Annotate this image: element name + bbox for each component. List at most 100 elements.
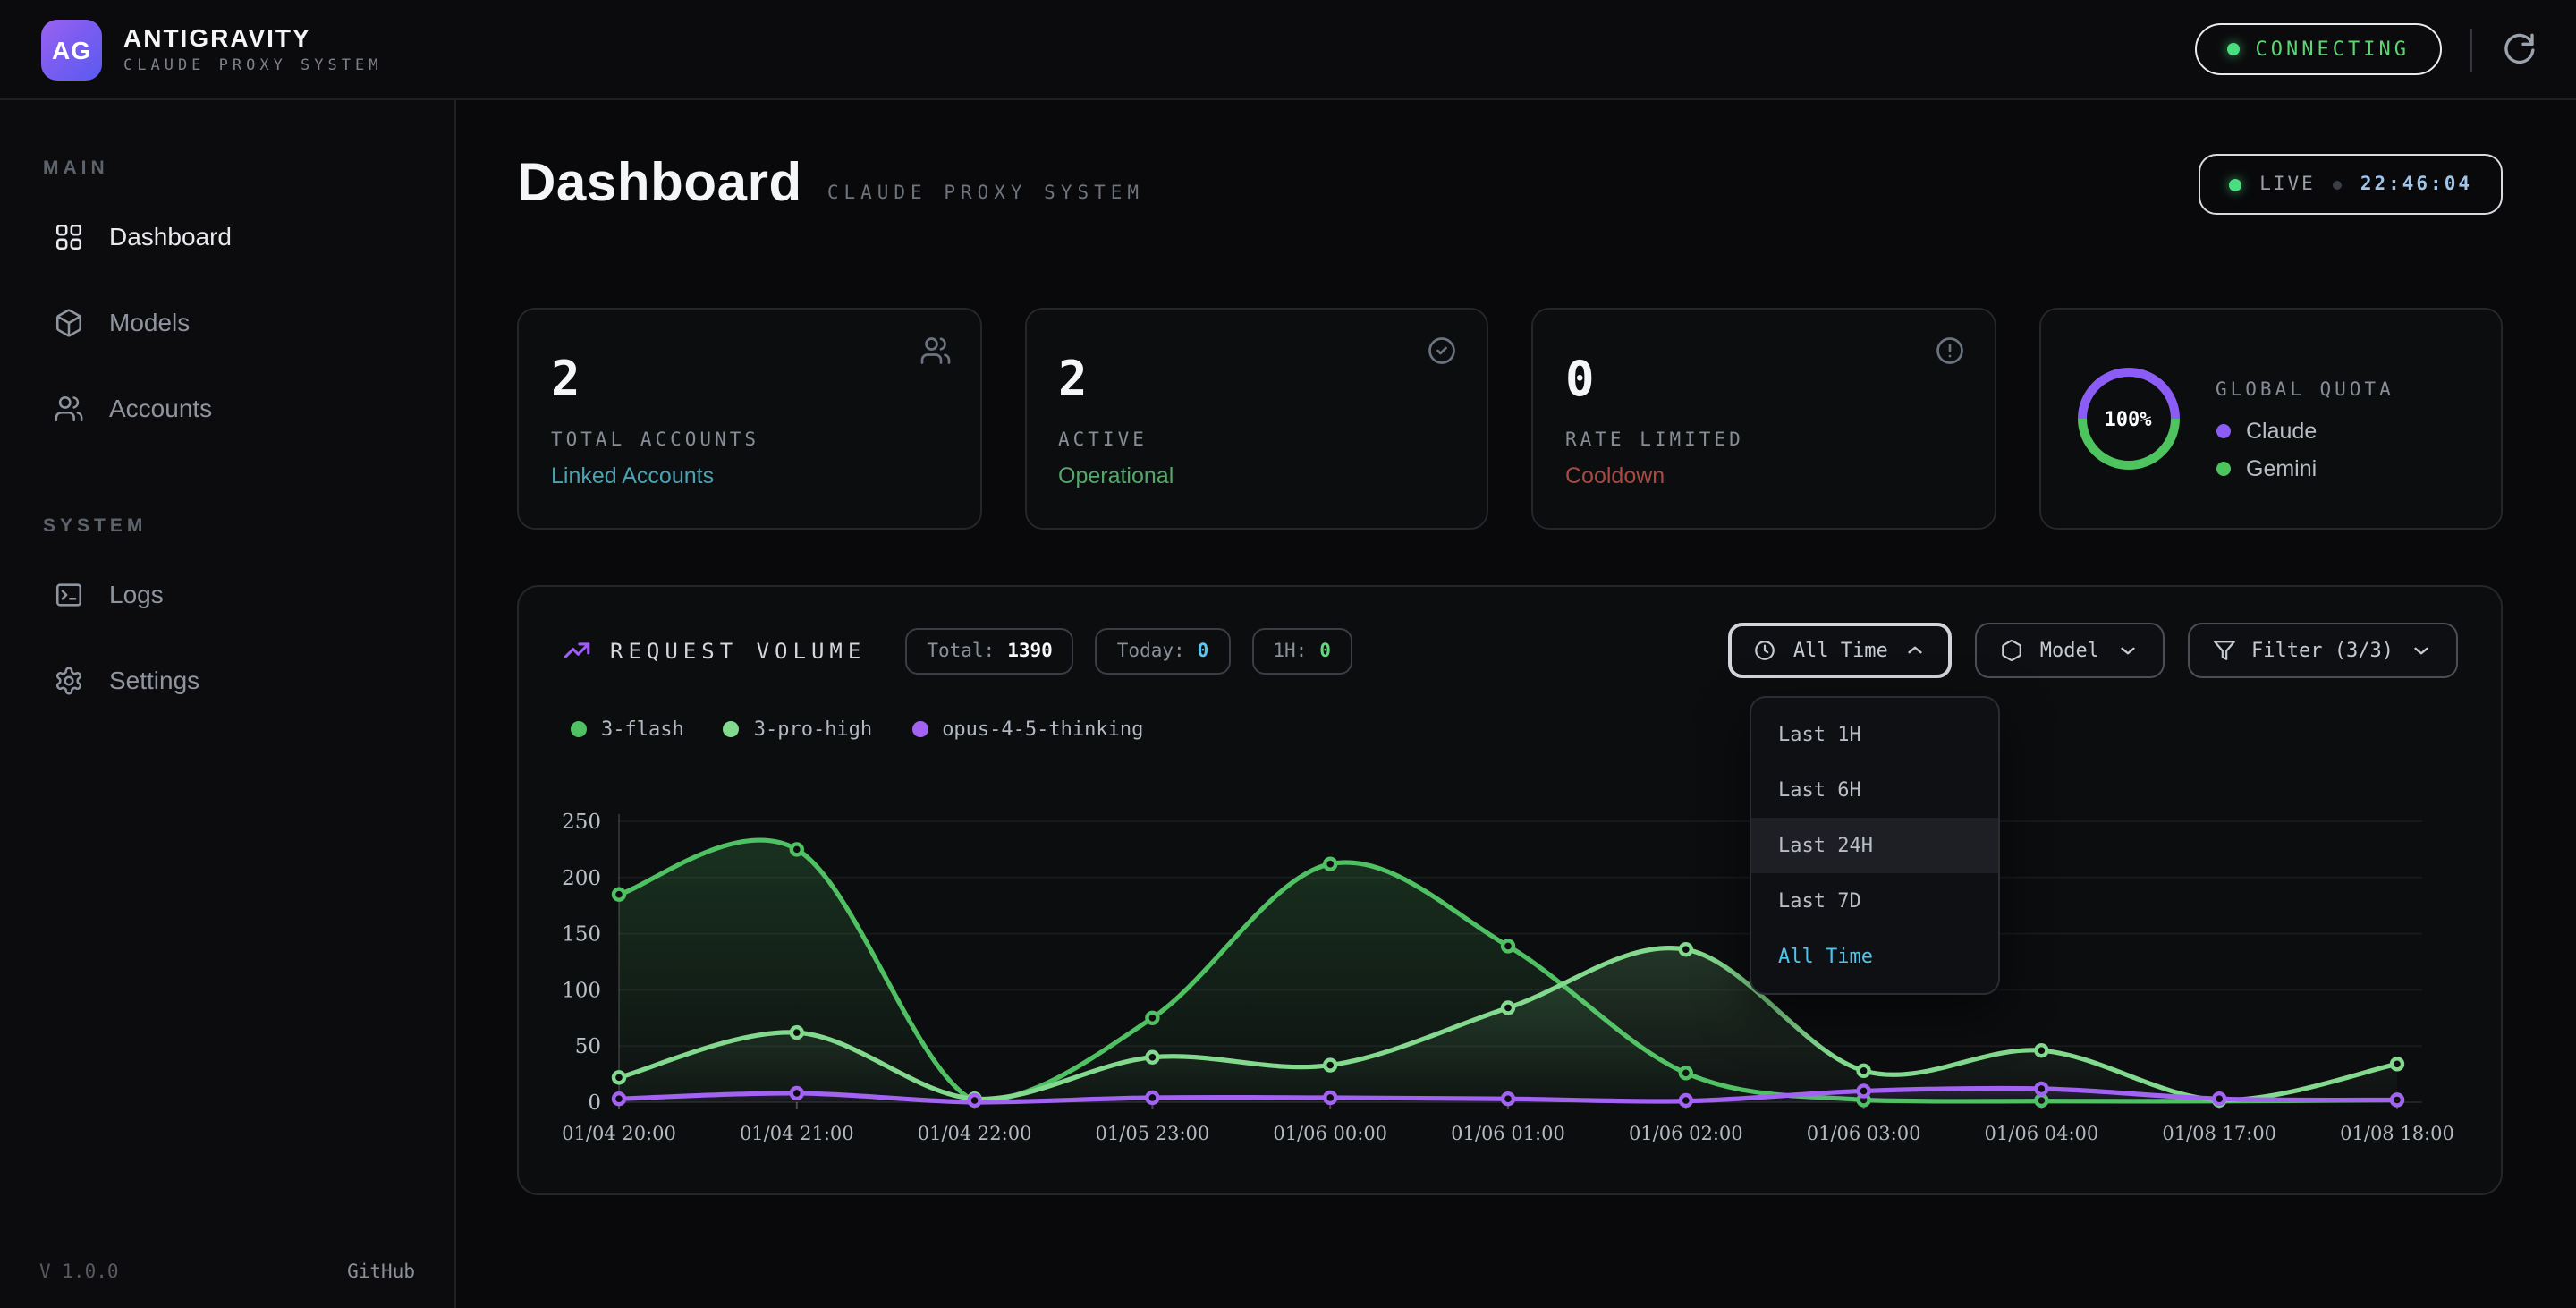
connection-status-label: CONNECTING [2256,38,2410,61]
funnel-icon [2212,639,2235,662]
sidebar-item-accounts[interactable]: Accounts [36,372,419,444]
svg-text:01/04 22:00: 01/04 22:00 [918,1123,1032,1144]
users-icon [54,393,84,423]
time-range-dropdown: Last 1HLast 6HLast 24HLast 7DAll Time [1750,696,2000,995]
dropdown-item-last-24h[interactable]: Last 24H [1751,818,1998,873]
legend-dot-icon [724,721,740,737]
sidebar-item-logs[interactable]: Logs [36,558,419,630]
brand-name: ANTIGRAVITY [123,23,382,52]
request-volume-panel: REQUEST VOLUME Total:1390 Today:0 1H:0 [517,585,2503,1195]
page-subtitle: CLAUDE PROXY SYSTEM [827,183,1144,204]
legend-item-3-pro-high: 3-pro-high [724,718,872,741]
svg-text:01/08 17:00: 01/08 17:00 [2162,1123,2276,1144]
rate-limited-value: 0 [1565,352,1962,408]
legend-dot-icon [911,721,928,737]
sidebar-item-settings[interactable]: Settings [36,644,419,716]
legend-dot-icon [2216,461,2230,475]
app-version: V 1.0.0 [39,1261,119,1283]
trending-up-icon [562,635,592,666]
sidebar-item-models[interactable]: Models [36,286,419,358]
svg-text:01/05 23:00: 01/05 23:00 [1096,1123,1210,1144]
global-quota-label: GLOBAL QUOTA [2216,378,2394,400]
svg-text:01/06 03:00: 01/06 03:00 [1807,1123,1921,1144]
svg-text:0: 0 [588,1091,601,1115]
badge-1h: 1H:0 [1251,627,1352,674]
rate-limited-sub: Cooldown [1565,463,1962,488]
main-content: Dashboard CLAUDE PROXY SYSTEM LIVE 22:46… [456,100,2576,1308]
active-sub: Operational [1058,463,1454,488]
sidebar-item-label: Dashboard [109,222,232,251]
sidebar-section-label: MAIN [43,157,419,179]
sidebar-item-dashboard[interactable]: Dashboard [36,200,419,272]
gear-icon [54,665,84,695]
card-total-accounts: 2 TOTAL ACCOUNTS Linked Accounts [517,308,981,530]
status-dot-icon [2227,43,2240,55]
card-global-quota: 100% GLOBAL QUOTA Claude Gemini [2038,308,2503,530]
model-filter-button[interactable]: Model [1976,623,2164,678]
github-link[interactable]: GitHub [347,1261,415,1283]
svg-text:01/04 21:00: 01/04 21:00 [740,1123,854,1144]
badge-today: Today:0 [1096,627,1231,674]
alert-circle-icon [1933,335,1965,367]
svg-text:100: 100 [562,979,601,1002]
sidebar-item-label: Logs [109,580,164,608]
card-rate-limited: 0 RATE LIMITED Cooldown [1531,308,1996,530]
clock-value: 22:46:04 [2360,174,2472,195]
sidebar-item-label: Models [109,308,190,336]
card-active: 2 ACTIVE Operational [1024,308,1488,530]
svg-text:50: 50 [575,1035,601,1058]
stat-cards: 2 TOTAL ACCOUNTS Linked Accounts 2 ACTIV… [517,308,2503,530]
brand-subtitle: CLAUDE PROXY SYSTEM [123,57,382,75]
brand: AG ANTIGRAVITY CLAUDE PROXY SYSTEM [41,19,382,80]
time-range-button[interactable]: All Time [1729,623,1953,678]
refresh-icon[interactable] [2501,31,2537,67]
svg-text:01/06 04:00: 01/06 04:00 [1985,1123,2099,1144]
svg-text:250: 250 [562,811,601,834]
live-dot-icon [2229,178,2241,191]
svg-text:150: 150 [562,923,601,947]
live-status-badge: LIVE 22:46:04 [2199,154,2503,215]
app-logo: AG [41,19,102,80]
page-header: Dashboard CLAUDE PROXY SYSTEM LIVE 22:46… [517,154,2503,215]
request-volume-title: REQUEST VOLUME [562,635,866,666]
dropdown-item-last-1h[interactable]: Last 1H [1751,707,1998,762]
sidebar-section-label: SYSTEM [43,515,419,537]
users-group-icon [919,335,951,367]
dropdown-item-last-7d[interactable]: Last 7D [1751,873,1998,929]
svg-text:01/04 20:00: 01/04 20:00 [562,1123,676,1144]
filter-button[interactable]: Filter (3/3) [2187,623,2458,678]
total-accounts-label: TOTAL ACCOUNTS [551,429,947,451]
quota-legend-gemini: Gemini [2216,455,2394,480]
dropdown-item-all-time[interactable]: All Time [1751,929,1998,984]
divider [2470,28,2472,71]
sidebar-item-label: Accounts [109,394,212,422]
active-label: ACTIVE [1058,429,1454,451]
svg-text:01/06 02:00: 01/06 02:00 [1629,1123,1743,1144]
legend-item-3-flash: 3-flash [571,718,684,741]
legend-dot-icon [2216,423,2230,437]
svg-text:01/08 18:00: 01/08 18:00 [2340,1123,2454,1144]
request-volume-chart: 0 50 100 150 200 250 01/04 20:00 01/04 21:00 01/… [519,802,2504,1168]
box-icon [54,307,84,337]
badge-total: Total:1390 [905,627,1073,674]
chevron-up-icon [1904,639,1928,662]
sidebar-item-label: Settings [109,666,199,694]
quota-donut-chart: 100% [2072,363,2183,474]
chevron-down-icon [2410,639,2433,662]
chevron-down-icon [2115,639,2139,662]
app-root: AG ANTIGRAVITY CLAUDE PROXY SYSTEM CONNE… [0,0,2576,1308]
total-accounts-value: 2 [551,352,947,408]
topbar: AG ANTIGRAVITY CLAUDE PROXY SYSTEM CONNE… [0,0,2576,100]
rate-limited-label: RATE LIMITED [1565,429,1962,451]
box-icon [2001,639,2024,662]
check-circle-icon [1426,335,1458,367]
svg-text:200: 200 [562,867,601,890]
quota-legend-claude: Claude [2216,418,2394,443]
terminal-icon [54,579,84,609]
dropdown-item-last-6h[interactable]: Last 6H [1751,762,1998,818]
svg-text:01/06 00:00: 01/06 00:00 [1273,1123,1387,1144]
sidebar: MAIN Dashboard Models Accounts SYSTEM Logs Set… [0,100,456,1308]
svg-text:01/06 01:00: 01/06 01:00 [1451,1123,1565,1144]
total-accounts-sub: Linked Accounts [551,463,947,488]
page-title: Dashboard [517,154,802,215]
